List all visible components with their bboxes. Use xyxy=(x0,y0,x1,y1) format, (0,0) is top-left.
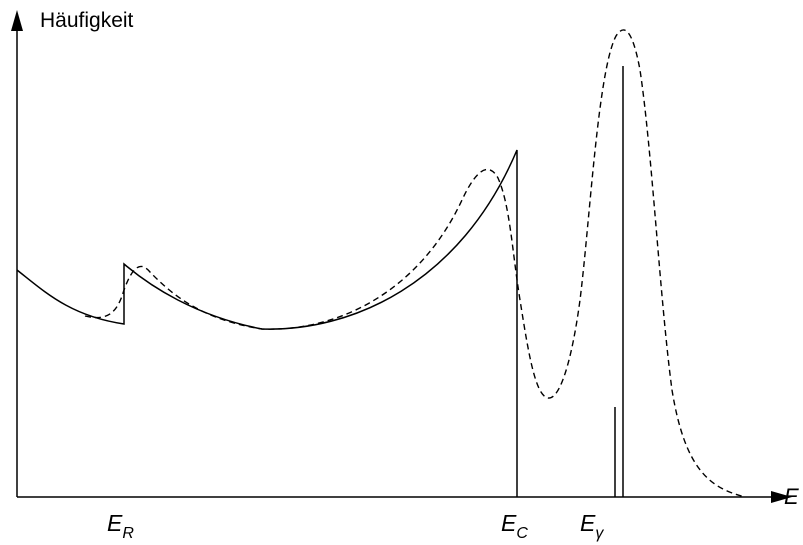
marker-e-r-symbol: E xyxy=(107,510,123,536)
marker-e-r-subscript: R xyxy=(122,525,134,542)
dashed-broadened-curve xyxy=(84,29,746,498)
marker-e-c: EC xyxy=(501,510,528,542)
x-axis-arrowhead xyxy=(771,491,792,503)
x-axis-label: E xyxy=(784,484,799,509)
axes xyxy=(16,24,776,498)
marker-e-gamma-symbol: E xyxy=(580,510,596,536)
marker-e-c-subscript: C xyxy=(516,525,528,542)
solid-spectrum-curve xyxy=(16,149,518,497)
marker-e-r: ER xyxy=(107,510,134,542)
marker-e-c-symbol: E xyxy=(501,510,517,536)
y-axis-label: Häufigkeit xyxy=(40,9,134,32)
y-axis-arrowhead xyxy=(11,10,23,31)
marker-e-gamma: Eγ xyxy=(580,510,604,542)
marker-e-gamma-subscript: γ xyxy=(595,525,604,542)
